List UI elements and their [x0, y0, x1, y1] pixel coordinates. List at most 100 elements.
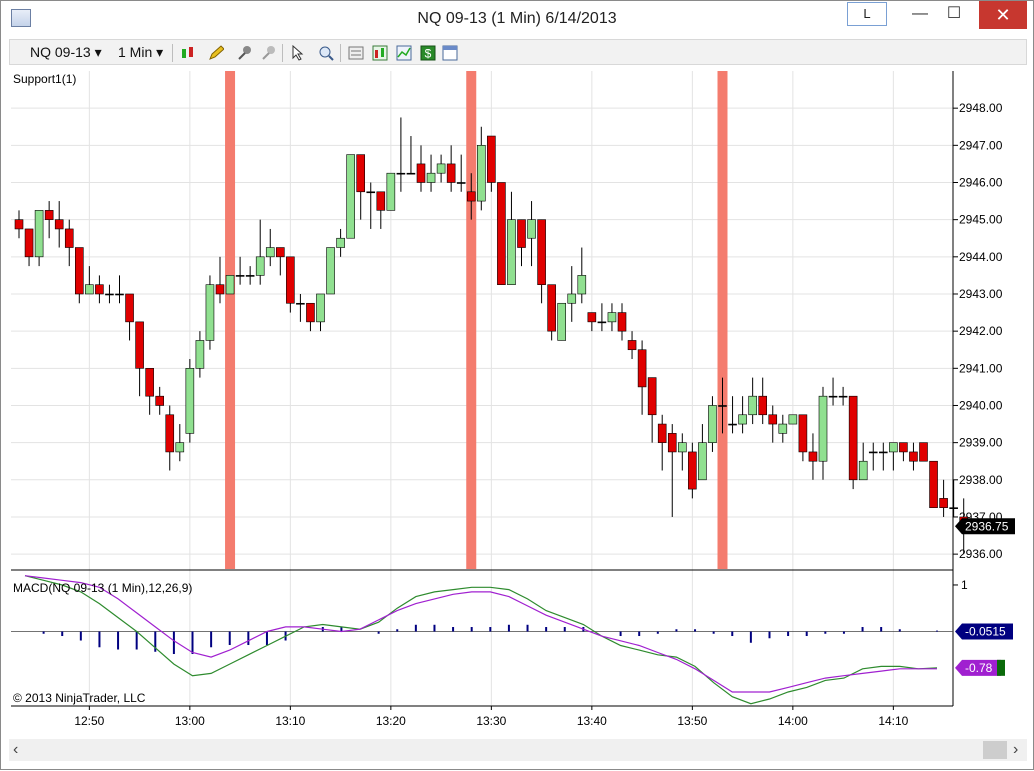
- chart-app-icon: [11, 9, 31, 27]
- close-button[interactable]: ✕: [979, 1, 1027, 29]
- candle-body: [778, 423, 788, 434]
- candle-body: [24, 228, 34, 258]
- x-tick-label: 13:50: [677, 714, 707, 728]
- candle-body: [64, 228, 74, 248]
- candle-body: [858, 460, 868, 481]
- candle-body: [356, 154, 366, 193]
- candle-body: [848, 395, 858, 481]
- y-tick-label: 2947.00: [959, 138, 1003, 152]
- pencil-icon[interactable]: [208, 45, 224, 61]
- candle-body: [426, 172, 436, 183]
- x-tick-label: 12:50: [74, 714, 104, 728]
- candle-body: [667, 433, 677, 453]
- candle-body: [607, 312, 617, 323]
- candle-body: [105, 293, 114, 296]
- candle-body: [497, 182, 506, 285]
- instrument-selector[interactable]: NQ 09-13 ▾: [30, 44, 102, 61]
- candle-body: [466, 191, 476, 202]
- candle-body: [728, 423, 737, 426]
- candle-body: [125, 293, 134, 323]
- pin-icon[interactable]: [236, 45, 252, 61]
- y-tick-label: 2942.00: [959, 324, 1003, 338]
- macd-y-tick-label: 1: [961, 578, 968, 592]
- indicators-icon[interactable]: [396, 45, 412, 61]
- y-tick-label: 2948.00: [959, 101, 1003, 115]
- candle-body: [296, 302, 305, 305]
- candle-body: [627, 340, 637, 351]
- histogram-value-label: -0.0515: [965, 625, 1006, 639]
- y-tick-label: 2941.00: [959, 361, 1003, 375]
- candle-body: [798, 414, 808, 453]
- properties-icon[interactable]: [348, 45, 364, 61]
- candle-body: [788, 414, 798, 425]
- scroll-thumb[interactable]: [983, 741, 1007, 759]
- candle-body: [446, 163, 456, 183]
- y-tick-label: 2940.00: [959, 398, 1003, 412]
- data-box-icon[interactable]: [442, 45, 458, 61]
- candle-body: [909, 451, 918, 462]
- candle-body: [135, 321, 144, 369]
- cursor-icon[interactable]: [290, 45, 306, 61]
- candle-body: [808, 451, 818, 462]
- interval-selector[interactable]: 1 Min ▾: [118, 44, 163, 61]
- scroll-left-icon[interactable]: ‹: [13, 741, 19, 758]
- candle-body: [567, 293, 577, 304]
- x-tick-label: 14:10: [878, 714, 908, 728]
- y-tick-label: 2936.00: [959, 547, 1003, 561]
- scroll-right-icon[interactable]: ›: [1013, 741, 1019, 758]
- candle-body: [748, 395, 757, 416]
- x-tick-label: 13:40: [577, 714, 607, 728]
- candle-body: [547, 284, 556, 332]
- y-tick-label: 2944.00: [959, 250, 1003, 264]
- macd-value-marker: [955, 659, 1001, 676]
- macd-value-marker-edge: [997, 659, 1005, 676]
- candle-body: [235, 275, 245, 277]
- toolbar-divider: [282, 44, 283, 62]
- candle-body: [326, 247, 335, 295]
- candle-body: [336, 237, 345, 248]
- candle-body: [44, 210, 54, 220]
- maximize-button[interactable]: ☐: [946, 5, 962, 22]
- candle-body: [517, 219, 526, 248]
- magnet-icon[interactable]: [260, 45, 276, 61]
- link-button[interactable]: L: [847, 2, 887, 26]
- last-price-marker: [955, 518, 1015, 535]
- candle-body: [205, 284, 215, 341]
- candle-body: [688, 451, 697, 490]
- candle-body: [487, 135, 496, 183]
- minimize-button[interactable]: —: [912, 5, 928, 22]
- horizontal-scrollbar[interactable]: ‹ ›: [9, 739, 1027, 761]
- candle-body: [838, 395, 848, 398]
- candle-body: [527, 219, 536, 239]
- macd-line: [24, 575, 938, 705]
- candle-body: [185, 368, 195, 434]
- candle-body: [597, 321, 607, 324]
- candlestick-icon[interactable]: [180, 45, 196, 61]
- candle-body: [878, 451, 888, 454]
- candle-body: [587, 312, 597, 323]
- candle-body: [115, 293, 124, 296]
- candle-body: [929, 460, 938, 508]
- candle-body: [85, 284, 94, 295]
- candle-body: [95, 284, 104, 295]
- zoom-icon[interactable]: [318, 45, 334, 61]
- instrument-label: NQ 09-13: [30, 44, 91, 60]
- title-bar[interactable]: NQ 09-13 (1 Min) 6/14/2013 L — ☐ ✕: [1, 1, 1033, 37]
- candle-body: [265, 247, 275, 258]
- candle-body: [637, 349, 647, 388]
- candle-body: [255, 256, 265, 276]
- candle-body: [145, 368, 154, 397]
- candle-body: [436, 163, 446, 174]
- strategies-icon[interactable]: [372, 45, 388, 61]
- dollar-icon[interactable]: $: [420, 45, 436, 61]
- candle-body: [286, 256, 295, 304]
- candle-body: [537, 219, 546, 285]
- candle-body: [577, 275, 587, 295]
- candle-body: [75, 247, 84, 295]
- candle-body: [155, 395, 164, 406]
- y-tick-label: 2938.00: [959, 473, 1003, 487]
- candle-body: [708, 405, 717, 443]
- candle-body: [165, 414, 175, 453]
- candle-body: [225, 275, 235, 295]
